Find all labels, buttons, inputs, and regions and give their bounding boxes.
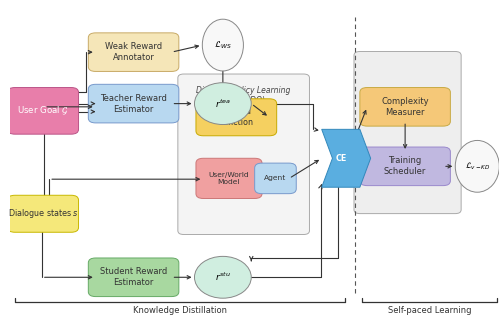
Text: $r^{stu}$: $r^{stu}$ (215, 271, 230, 284)
Text: $\mathcal{L}_{v-KD}$: $\mathcal{L}_{v-KD}$ (464, 161, 490, 172)
Text: Agent: Agent (264, 175, 286, 182)
Polygon shape (322, 129, 370, 187)
Ellipse shape (202, 19, 243, 71)
Text: User/World
Model: User/World Model (208, 172, 250, 185)
FancyBboxPatch shape (88, 84, 179, 123)
FancyBboxPatch shape (196, 158, 262, 199)
Text: Teacher Reward
Estimator: Teacher Reward Estimator (100, 94, 167, 114)
FancyBboxPatch shape (88, 33, 179, 71)
Text: Complexity
Measurer: Complexity Measurer (382, 97, 429, 117)
FancyBboxPatch shape (254, 163, 296, 194)
FancyBboxPatch shape (8, 195, 79, 232)
Text: Self-paced Learning: Self-paced Learning (388, 306, 471, 315)
Text: Training
Scheduler: Training Scheduler (384, 156, 426, 176)
Text: Weak Reward
Annotator: Weak Reward Annotator (105, 42, 162, 62)
Text: Dialogue states $s$: Dialogue states $s$ (8, 207, 79, 220)
FancyBboxPatch shape (360, 88, 450, 126)
FancyBboxPatch shape (354, 51, 461, 214)
FancyBboxPatch shape (8, 88, 79, 134)
Text: Knowledge Distillation: Knowledge Distillation (133, 306, 227, 315)
Text: User Goal $\mathcal{G}$: User Goal $\mathcal{G}$ (17, 105, 69, 117)
Text: $\mathcal{L}_{WS}$: $\mathcal{L}_{WS}$ (214, 39, 232, 51)
FancyBboxPatch shape (88, 258, 179, 297)
Ellipse shape (194, 83, 251, 125)
Ellipse shape (456, 141, 500, 192)
Ellipse shape (194, 256, 251, 298)
FancyBboxPatch shape (196, 99, 276, 136)
Text: Student Reward
Estimator: Student Reward Estimator (100, 267, 167, 287)
Text: CE: CE (335, 154, 346, 163)
Text: $r^{tea}$: $r^{tea}$ (215, 98, 231, 110)
Text: Reward
Function: Reward Function (220, 107, 254, 127)
FancyBboxPatch shape (178, 74, 310, 234)
Text: Dialogue Policy Learning
(DQN/DDQ): Dialogue Policy Learning (DQN/DDQ) (196, 86, 291, 105)
FancyBboxPatch shape (360, 147, 450, 186)
